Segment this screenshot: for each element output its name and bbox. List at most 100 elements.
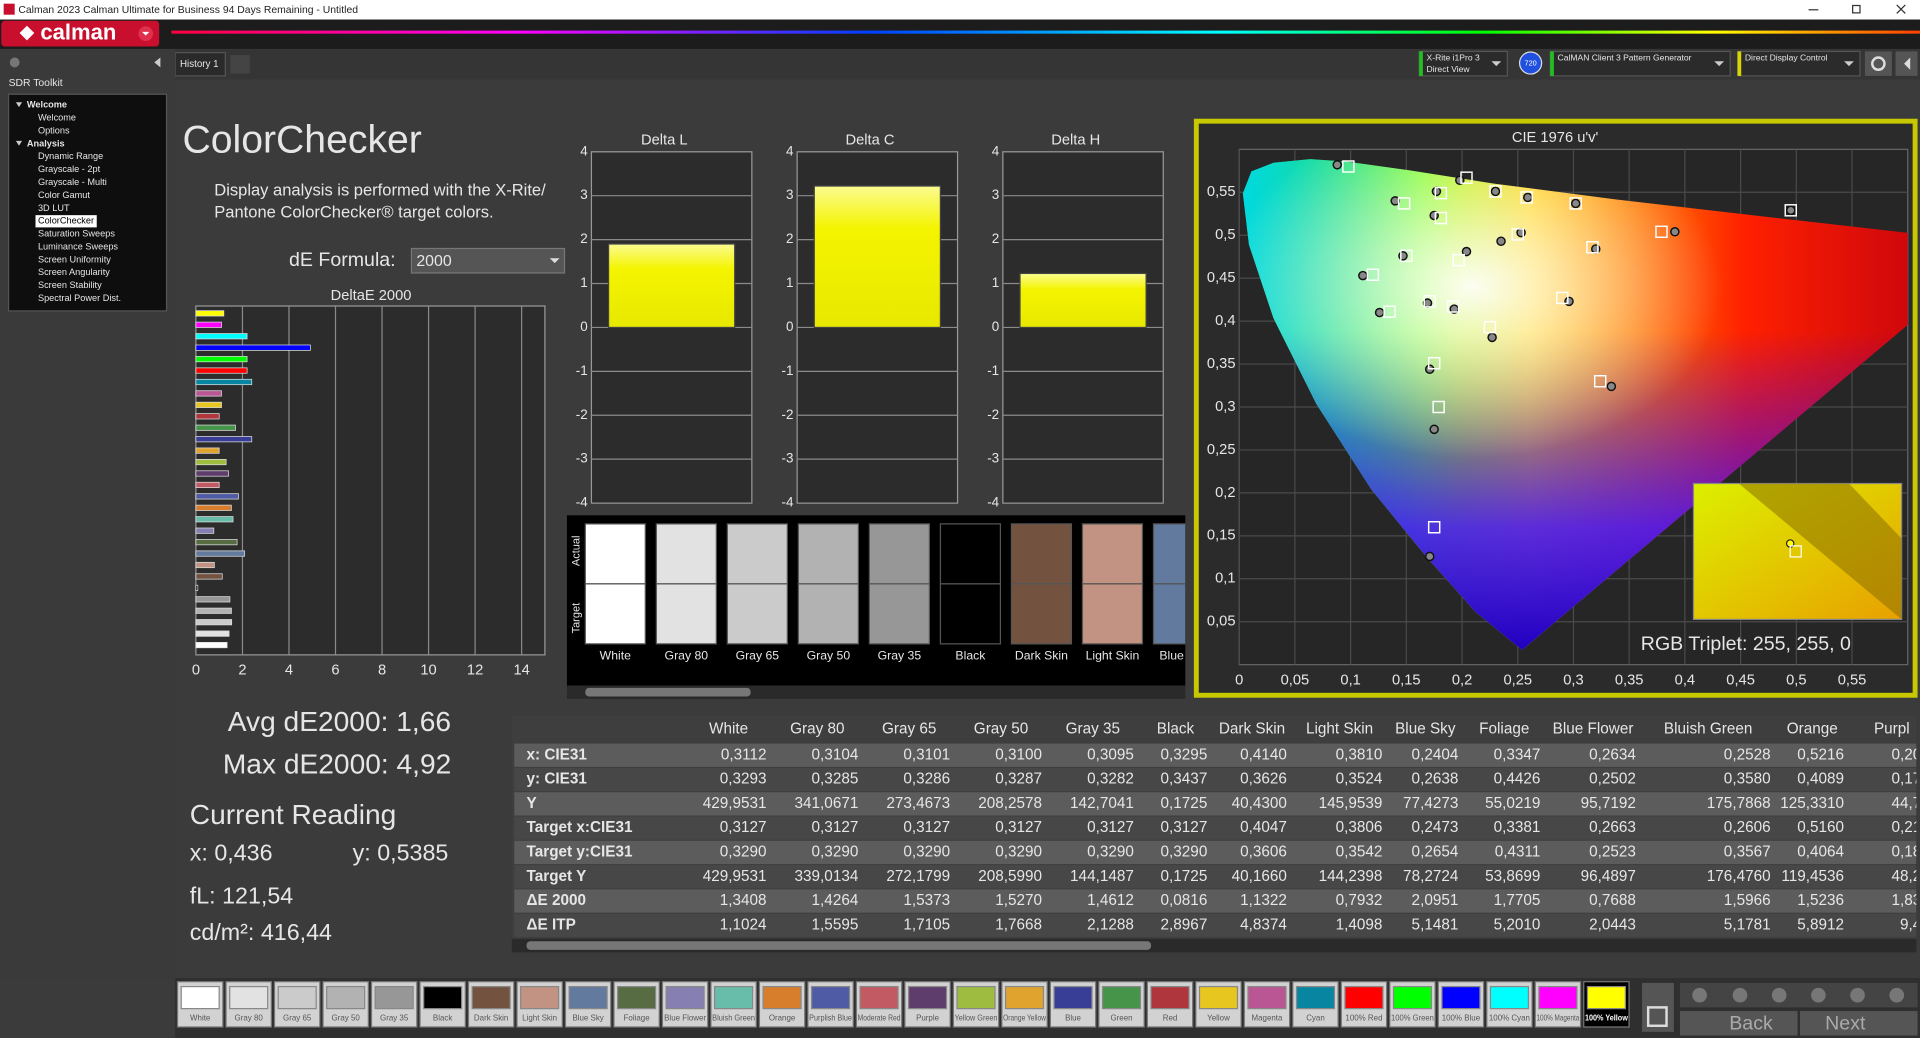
- table-cell: 0,179: [1892, 771, 1920, 788]
- measured-point: [1496, 236, 1506, 247]
- row-label: Target x:CIE31: [527, 819, 633, 836]
- logo-menu-arrow: [142, 31, 150, 36]
- logo-button[interactable]: [1, 20, 160, 47]
- patch-swatch: [180, 985, 220, 1010]
- y-tick-label: 0,4: [1215, 313, 1235, 329]
- swatch-target: [797, 583, 859, 645]
- tree-item[interactable]: Screen Uniformity: [38, 254, 111, 264]
- tool-buttons[interactable]: [1680, 982, 1918, 1008]
- table-cell: 142,7041: [1070, 795, 1134, 812]
- target-point: [1655, 225, 1668, 239]
- row-label: ΔE ITP: [527, 916, 576, 933]
- patch-swatch: [277, 985, 317, 1010]
- column-header: Black: [1157, 721, 1195, 738]
- bar: [195, 493, 239, 500]
- x-tick-label: 0,3: [1563, 672, 1583, 688]
- tree-item[interactable]: Saturation Sweeps: [38, 229, 115, 239]
- table-row: [514, 743, 1917, 767]
- tool-icon: [1692, 987, 1707, 1003]
- tree-item[interactable]: Grayscale - 2pt: [38, 164, 101, 174]
- tree-item[interactable]: Screen Stability: [38, 280, 102, 290]
- table-row: [514, 865, 1917, 889]
- target-point: [1432, 400, 1445, 414]
- target-point: [1446, 300, 1460, 313]
- tree-item[interactable]: Welcome: [38, 113, 76, 123]
- y-tick-label: 0: [786, 319, 793, 334]
- x-tick-label: 2: [238, 663, 246, 679]
- x-tick-label: 8: [378, 663, 386, 679]
- table-cell: 0,3347: [1494, 746, 1541, 763]
- row-label: Target y:CIE31: [527, 843, 633, 860]
- badge-text: 720: [1524, 59, 1536, 68]
- y-tick-label: 3: [580, 187, 587, 202]
- tree-item[interactable]: Color Gamut: [38, 190, 90, 200]
- swatches: White Gray 80 Gray 65 Gray 50 Gray 35 Black Da…: [584, 523, 1186, 662]
- y-tick-label: 3: [786, 187, 793, 202]
- tree-item[interactable]: Options: [38, 125, 70, 135]
- next-label: Next: [1825, 1013, 1866, 1035]
- bar: [195, 310, 225, 317]
- table-cell: 1,4098: [1336, 916, 1383, 933]
- table-cell: 5,8912: [1797, 916, 1844, 933]
- patch-swatch: [859, 985, 899, 1010]
- pattern-generator-dropdown[interactable]: [1549, 50, 1731, 77]
- tree-item[interactable]: ColorChecker: [38, 216, 94, 226]
- y-tick-label: -1: [576, 363, 588, 378]
- table-cell: 4,8374: [1240, 916, 1287, 933]
- strip-scroll-thumb[interactable]: [585, 687, 751, 697]
- table-cell: 40,4300: [1232, 795, 1287, 812]
- y-tick-label: -3: [987, 451, 999, 466]
- target-point: [1434, 186, 1448, 200]
- next-button[interactable]: [1800, 1011, 1918, 1036]
- table-cell: 0,3290: [720, 843, 767, 860]
- tree-item[interactable]: Analysis: [27, 138, 65, 148]
- badge[interactable]: [1518, 51, 1543, 75]
- formula-select[interactable]: [410, 247, 566, 274]
- chart-title: Delta H: [1051, 133, 1100, 149]
- meter-mode: Direct View: [1427, 64, 1471, 74]
- sidebar-collapse[interactable]: [154, 57, 161, 68]
- window-title: Calman 2023 Calman Ultimate for Business…: [18, 5, 358, 16]
- target-point: [1483, 320, 1497, 334]
- y-tick-label: -4: [781, 495, 793, 510]
- bar: [195, 447, 220, 454]
- maximize[interactable]: [1852, 4, 1861, 14]
- patch-swatch: [1489, 985, 1530, 1010]
- measured-point: [1332, 160, 1343, 170]
- delta-charts: Delta L -4 -3 -2 -1 0 1 2 3 4 Delta C -4 -3 -2 -1 0 1 2 3 4…: [576, 133, 1164, 510]
- settings-button[interactable]: [1864, 51, 1892, 76]
- select-arrow: [549, 258, 560, 264]
- tree-item[interactable]: 3D LUT: [38, 203, 70, 213]
- bar: [195, 390, 222, 397]
- tree-item[interactable]: Grayscale - Multi: [38, 177, 107, 187]
- tree-item[interactable]: Dynamic Range: [38, 151, 103, 161]
- back-button[interactable]: [1680, 1011, 1798, 1036]
- patch-label: Moderate Red: [858, 1014, 901, 1023]
- table-cell: 5,1781: [1724, 916, 1771, 933]
- table-cell: 0,2473: [1412, 819, 1459, 836]
- tree-item[interactable]: Spectral Power Dist.: [38, 293, 121, 303]
- patch-label: Yellow Green: [955, 1014, 998, 1023]
- close[interactable]: [1896, 4, 1906, 14]
- sidebar-pin[interactable]: [9, 57, 20, 68]
- tree-item[interactable]: Screen Angularity: [38, 267, 110, 277]
- bar: [1019, 272, 1147, 329]
- meter-dropdown[interactable]: [1418, 50, 1508, 77]
- collapse-icon: [1904, 57, 1911, 70]
- add-tab[interactable]: [230, 55, 250, 74]
- bar: [195, 596, 231, 603]
- locus-white: [1242, 159, 1908, 650]
- table-cell: 1,5966: [1724, 892, 1771, 909]
- tree-item[interactable]: Luminance Sweeps: [38, 241, 118, 251]
- table-cell: 0,3810: [1336, 746, 1383, 763]
- table-cell: 208,2578: [978, 795, 1042, 812]
- tree-item[interactable]: Welcome: [27, 100, 67, 110]
- patch-swatch: [1198, 985, 1239, 1010]
- table-scroll-thumb[interactable]: [526, 941, 1152, 950]
- swatch-label: Gray 50: [807, 648, 851, 662]
- window-controls[interactable]: [1808, 4, 1906, 14]
- patch-swatch: [1150, 985, 1190, 1010]
- measured-point: [1564, 296, 1574, 307]
- x-tick-label: 10: [420, 663, 436, 679]
